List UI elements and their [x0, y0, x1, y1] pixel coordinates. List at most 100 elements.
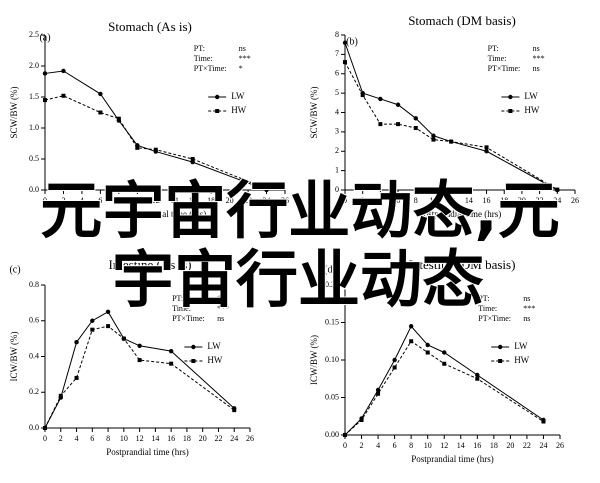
y-tick-label: 0.0 [29, 185, 39, 194]
annotation-value: ns [523, 314, 530, 323]
x-tick-label: 14 [457, 441, 465, 450]
x-tick-label: 14 [151, 434, 159, 443]
point [153, 147, 158, 152]
point [106, 324, 111, 329]
legend-marker [508, 94, 513, 100]
x-axis-label: Postprandial time (hrs) [124, 209, 207, 219]
x-tick-label: 22 [536, 196, 544, 205]
y-tick-label: 7 [335, 49, 339, 58]
point [90, 327, 95, 332]
annotation-value: ns [523, 294, 530, 303]
point [342, 40, 348, 45]
point [413, 126, 418, 130]
y-tick-label: 0.5 [29, 154, 39, 163]
point [395, 102, 401, 107]
y-tick-label: 0.20 [325, 280, 339, 289]
annotation-label: Time: [172, 304, 191, 313]
annotation-label: PT×Time: [172, 314, 205, 323]
annotation-value: *** [217, 304, 229, 313]
x-tick-label: 8 [117, 196, 121, 205]
x-tick-label: 20 [226, 196, 234, 205]
point [61, 93, 66, 98]
x-tick-label: 20 [199, 434, 207, 443]
y-axis-label: SCW/BW (%) [309, 86, 319, 138]
x-tick-label: 4 [376, 441, 380, 450]
chart-title: Stomach (DM basis) [408, 13, 516, 28]
point [378, 96, 383, 102]
x-tick-label: 20 [506, 441, 514, 450]
series-line [344, 42, 558, 191]
series-line [44, 95, 267, 190]
x-tick-label: 6 [396, 196, 400, 205]
point [475, 372, 480, 378]
x-tick-label: 22 [523, 441, 531, 450]
x-axis-label: Postprandial time (hrs) [411, 454, 494, 464]
x-tick-label: 24 [539, 441, 547, 450]
overlay-text: 元宇宙行业动态,元 [40, 174, 560, 247]
legend-marker [215, 109, 220, 113]
annotation-label: Time: [478, 304, 497, 313]
point [378, 122, 383, 127]
point [425, 350, 430, 355]
point [42, 71, 48, 76]
legend-marker [191, 359, 196, 363]
overlay-text: 宇宙行业动态 [112, 243, 484, 316]
point [413, 116, 418, 121]
x-tick-label: 2 [360, 441, 364, 450]
point [425, 342, 430, 348]
x-tick-label: 10 [424, 441, 432, 450]
y-tick-label: 0.6 [29, 316, 39, 325]
x-tick-label: 26 [281, 196, 289, 205]
y-tick-label: 6 [335, 69, 339, 78]
x-tick-label: 24 [263, 196, 271, 205]
legend-marker [498, 344, 503, 350]
point [409, 339, 414, 344]
point [475, 376, 480, 381]
legend-label: HW [231, 105, 246, 115]
x-tick-label: 4 [80, 196, 84, 205]
annotation-label: PT×Time: [194, 64, 227, 73]
legend-marker [498, 359, 503, 363]
point [442, 350, 447, 355]
x-tick-label: 18 [183, 434, 191, 443]
x-tick-label: 6 [393, 441, 397, 450]
y-tick-label: 2.0 [29, 61, 39, 70]
x-tick-label: 0 [343, 441, 347, 450]
point [431, 137, 436, 142]
x-tick-label: 2 [361, 196, 365, 205]
chart-title: Intestine (DM basis) [409, 257, 516, 272]
point [431, 133, 436, 138]
point [90, 318, 95, 323]
point [58, 393, 63, 398]
annotation-value: *** [239, 54, 251, 63]
y-tick-label: 0.15 [325, 317, 339, 326]
x-tick-label: 10 [133, 196, 141, 205]
x-tick-label: 16 [189, 196, 197, 205]
legend-label: HW [524, 105, 539, 115]
x-tick-label: 10 [429, 196, 437, 205]
point [264, 186, 269, 191]
point [43, 98, 47, 103]
annotation-value: ** [217, 294, 225, 303]
point [343, 433, 347, 437]
annotation-label: PT: [488, 44, 499, 53]
y-tick-label: 0.05 [325, 392, 339, 401]
point [43, 426, 47, 430]
annotation-value: ns [533, 44, 540, 53]
point [137, 343, 142, 348]
chart-title: Stomach (As is) [108, 19, 192, 34]
x-tick-label: 24 [230, 434, 238, 443]
y-tick-label: 1.5 [29, 92, 39, 101]
y-tick-label: 2.5 [29, 30, 39, 39]
x-tick-label: 6 [98, 196, 102, 205]
y-tick-label: 0.2 [29, 387, 39, 396]
annotation-value: * [239, 64, 243, 73]
annotation-label: PT×Time: [488, 64, 521, 73]
y-tick-label: 2 [335, 146, 339, 155]
y-tick-label: 3 [335, 127, 339, 136]
annotation-value: *** [523, 304, 535, 313]
x-tick-label: 4 [378, 196, 382, 205]
legend-label: LW [207, 341, 221, 351]
annotation-label: PT: [172, 294, 183, 303]
point [442, 361, 447, 366]
